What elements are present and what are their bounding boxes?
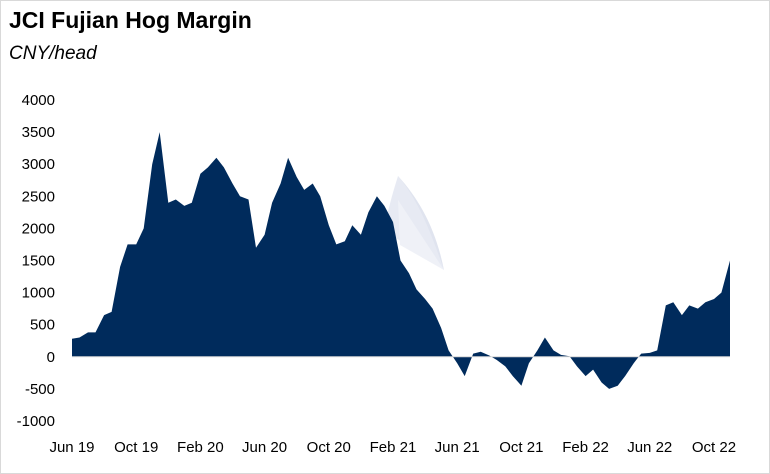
y-tick-label: 500 xyxy=(30,317,55,334)
x-tick-label: Oct 19 xyxy=(114,439,158,456)
y-tick-label: 4000 xyxy=(22,92,55,109)
x-tick-label: Oct 22 xyxy=(692,439,736,456)
y-tick-label: 2500 xyxy=(22,188,55,205)
x-tick-label: Feb 22 xyxy=(562,439,609,456)
x-tick-label: Feb 20 xyxy=(177,439,224,456)
y-tick-label: 1500 xyxy=(22,253,55,270)
y-tick-label: 3500 xyxy=(22,124,55,141)
y-tick-label: -500 xyxy=(25,381,55,398)
y-tick-label: 0 xyxy=(47,349,55,366)
x-tick-label: Jun 22 xyxy=(627,439,672,456)
x-tick-label: Jun 19 xyxy=(49,439,94,456)
hog-margin-area xyxy=(72,132,730,389)
x-tick-label: Feb 21 xyxy=(370,439,417,456)
y-tick-label: 1000 xyxy=(22,285,55,302)
chart-subtitle: CNY/head xyxy=(9,43,97,64)
x-tick-label: Jun 20 xyxy=(242,439,287,456)
x-tick-label: Jun 21 xyxy=(435,439,480,456)
watermark-logo xyxy=(384,176,444,270)
y-tick-label: 3000 xyxy=(22,156,55,173)
x-tick-label: Oct 21 xyxy=(499,439,543,456)
y-tick-label: -1000 xyxy=(17,413,55,430)
chart-title: JCI Fujian Hog Margin xyxy=(9,7,252,33)
y-tick-label: 2000 xyxy=(22,220,55,237)
x-tick-label: Oct 20 xyxy=(307,439,351,456)
